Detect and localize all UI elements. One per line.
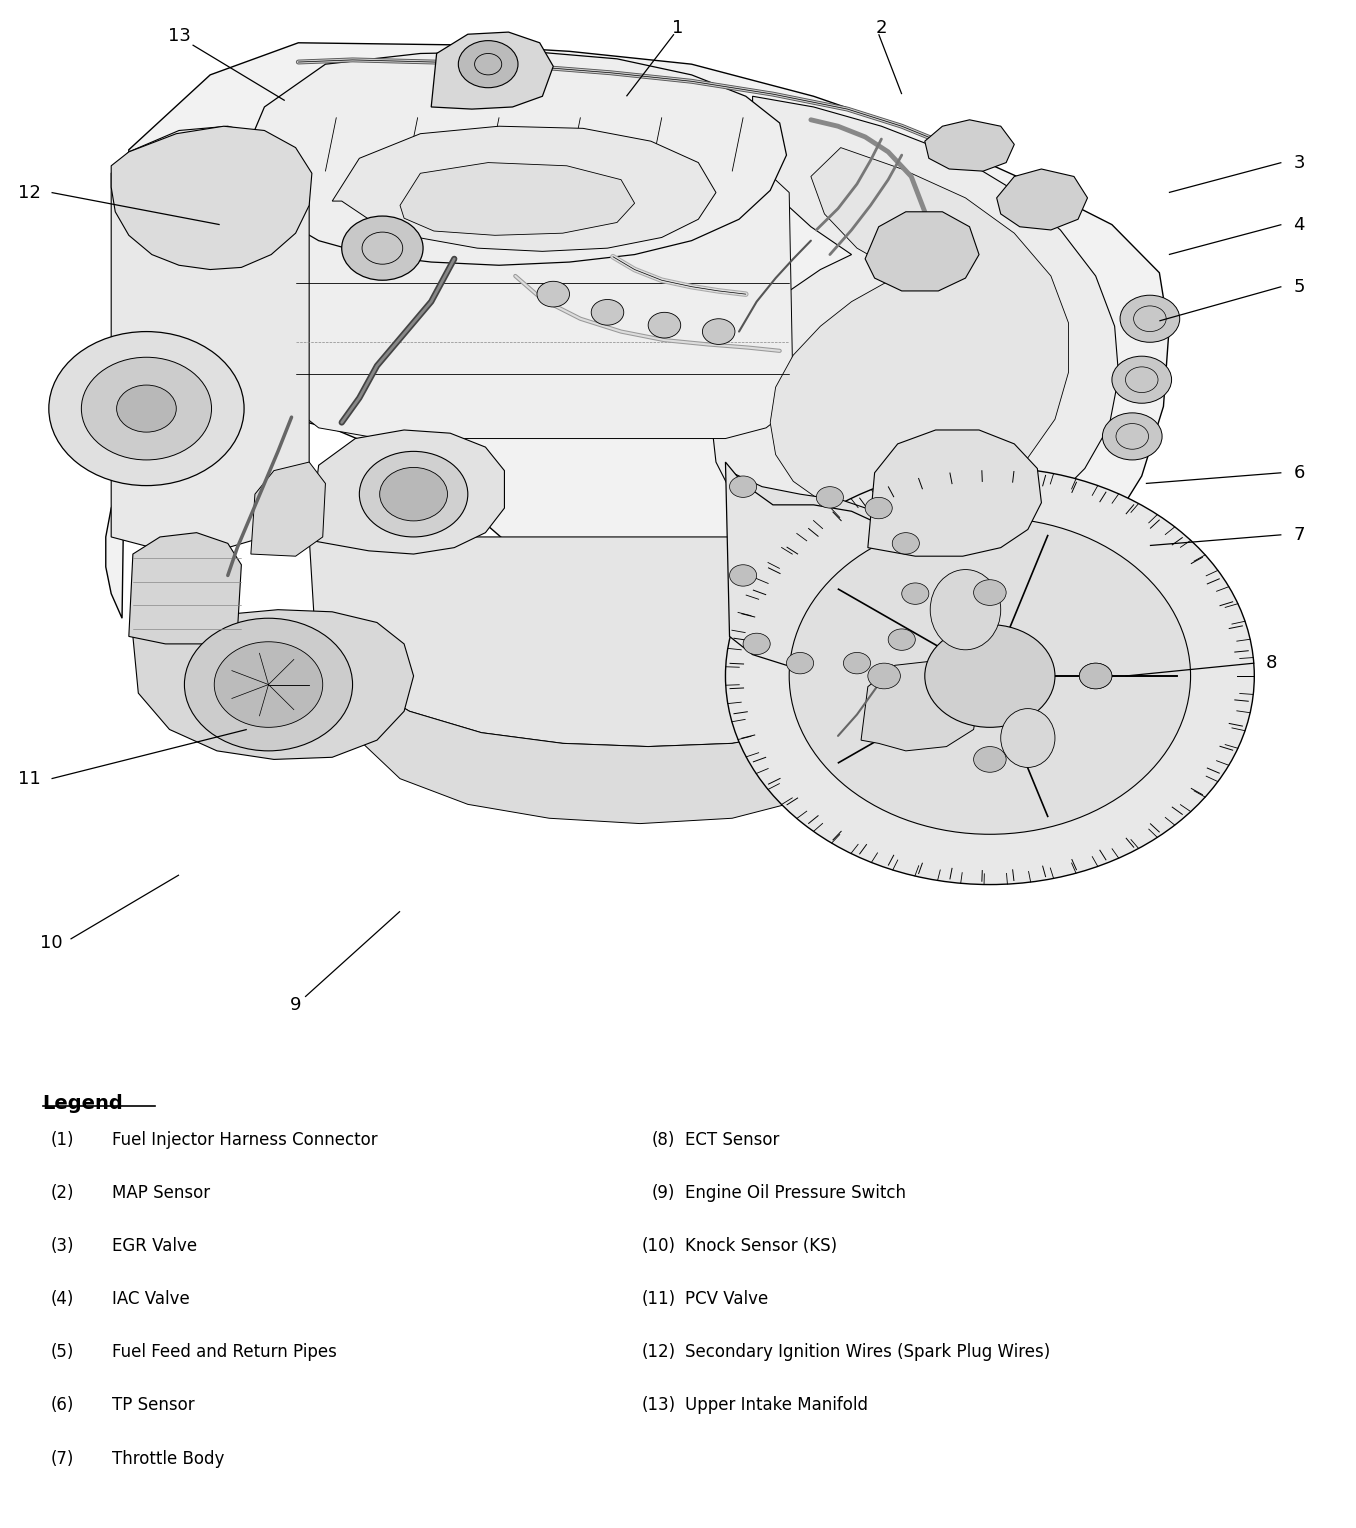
Text: Secondary Ignition Wires (Spark Plug Wires): Secondary Ignition Wires (Spark Plug Wir… [685,1343,1050,1361]
Text: (9): (9) [652,1184,675,1201]
Polygon shape [106,43,1169,631]
Circle shape [843,652,871,674]
Polygon shape [292,160,793,439]
Circle shape [865,498,892,520]
Circle shape [1112,356,1172,403]
Text: TP Sensor: TP Sensor [111,1397,194,1415]
Circle shape [117,385,176,432]
Polygon shape [865,212,979,290]
Polygon shape [309,429,504,555]
Polygon shape [133,610,414,759]
Text: MAP Sensor: MAP Sensor [111,1184,210,1201]
Circle shape [786,652,814,674]
Text: ECT Sensor: ECT Sensor [685,1131,778,1149]
Circle shape [743,633,770,654]
Text: 12: 12 [19,183,41,202]
Circle shape [1102,413,1162,460]
Circle shape [1079,663,1112,689]
Polygon shape [237,52,786,266]
Text: (5): (5) [50,1343,75,1361]
Text: (1): (1) [50,1131,75,1149]
Circle shape [1079,663,1112,689]
Polygon shape [925,119,1014,171]
Text: Throttle Body: Throttle Body [111,1450,224,1468]
Circle shape [730,477,757,498]
Text: (3): (3) [50,1236,75,1254]
Text: 13: 13 [168,28,190,46]
Text: 7: 7 [1294,526,1304,544]
Text: Knock Sensor (KS): Knock Sensor (KS) [685,1236,837,1254]
Polygon shape [770,148,1069,513]
Text: Engine Oil Pressure Switch: Engine Oil Pressure Switch [685,1184,906,1201]
Circle shape [902,582,929,604]
Text: (2): (2) [50,1184,75,1201]
Polygon shape [868,429,1041,556]
Circle shape [816,486,843,507]
Polygon shape [400,162,635,235]
Polygon shape [712,96,1119,545]
Text: 9: 9 [290,996,301,1015]
Circle shape [725,468,1254,885]
Text: (8): (8) [652,1131,675,1149]
Circle shape [925,625,1055,727]
Text: Upper Intake Manifold: Upper Intake Manifold [685,1397,868,1415]
Ellipse shape [930,570,1001,649]
Text: 3: 3 [1294,154,1304,171]
Text: (13): (13) [641,1397,675,1415]
Polygon shape [725,461,919,669]
Circle shape [789,518,1191,834]
Polygon shape [332,127,716,252]
Circle shape [591,299,624,325]
Polygon shape [997,170,1088,229]
Circle shape [974,747,1006,772]
Circle shape [648,312,681,338]
Text: 5: 5 [1294,278,1304,295]
Text: (12): (12) [641,1343,675,1361]
Polygon shape [111,127,309,552]
Polygon shape [111,127,312,269]
Text: PCV Valve: PCV Valve [685,1290,767,1308]
Text: (10): (10) [641,1236,675,1254]
Text: 8: 8 [1267,654,1277,672]
Polygon shape [309,536,925,747]
Circle shape [214,642,323,727]
Text: 2: 2 [876,18,887,37]
Circle shape [359,451,468,536]
Circle shape [537,281,570,307]
Circle shape [974,579,1006,605]
Text: (7): (7) [50,1450,75,1468]
Polygon shape [350,675,875,824]
Polygon shape [431,32,553,108]
Circle shape [49,332,244,486]
Text: (11): (11) [641,1290,675,1308]
Text: 10: 10 [41,935,62,952]
Circle shape [458,41,518,87]
Text: Fuel Feed and Return Pipes: Fuel Feed and Return Pipes [111,1343,336,1361]
Polygon shape [251,461,325,556]
Circle shape [868,663,900,689]
Circle shape [81,358,212,460]
Circle shape [1120,295,1180,342]
Ellipse shape [1001,709,1055,767]
Text: Legend: Legend [43,1094,123,1114]
Polygon shape [129,533,241,643]
Circle shape [892,533,919,555]
Polygon shape [861,662,979,750]
Circle shape [730,565,757,587]
Polygon shape [732,472,933,654]
Circle shape [888,630,915,651]
Text: IAC Valve: IAC Valve [111,1290,190,1308]
Circle shape [702,319,735,344]
Text: 6: 6 [1294,465,1304,481]
Text: 1: 1 [673,18,683,37]
Text: (4): (4) [50,1290,75,1308]
Text: Fuel Injector Harness Connector: Fuel Injector Harness Connector [111,1131,377,1149]
Text: EGR Valve: EGR Valve [111,1236,197,1254]
Circle shape [184,619,353,750]
Circle shape [380,468,447,521]
Text: (6): (6) [50,1397,75,1415]
Text: 11: 11 [19,770,41,787]
Text: 4: 4 [1294,215,1304,234]
Circle shape [342,215,423,280]
